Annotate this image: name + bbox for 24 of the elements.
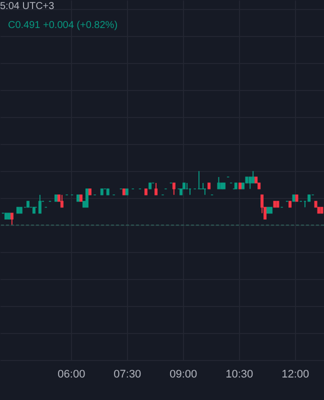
candlestick — [16, 206, 20, 214]
candlestick — [292, 194, 296, 202]
candlestick — [7, 212, 10, 220]
text: C0.491 +0.004 (+0.82%) — [8, 20, 118, 31]
x-tick-label: 12:00 — [282, 368, 310, 380]
x-tick-label: 06:00 — [58, 368, 86, 380]
candlestick — [266, 206, 270, 214]
candlestick — [308, 194, 311, 202]
candlestick — [76, 194, 80, 202]
candlestick — [80, 194, 82, 202]
candlestick — [19, 206, 22, 214]
x-tick-label: 10:30 — [226, 368, 254, 380]
candlestick — [26, 200, 30, 208]
candlestick — [273, 200, 276, 208]
candlestick — [54, 194, 58, 202]
x-tick-label: 07:30 — [114, 368, 142, 380]
candlestick — [295, 194, 298, 202]
candlestick — [269, 206, 272, 214]
candlestick — [4, 212, 8, 220]
x-tick-label: 09:00 — [170, 368, 198, 380]
candlestick — [320, 206, 324, 214]
candlestick — [276, 200, 280, 208]
candlestick — [288, 200, 292, 208]
text: 5:04 UTC+3 — [0, 1, 55, 12]
